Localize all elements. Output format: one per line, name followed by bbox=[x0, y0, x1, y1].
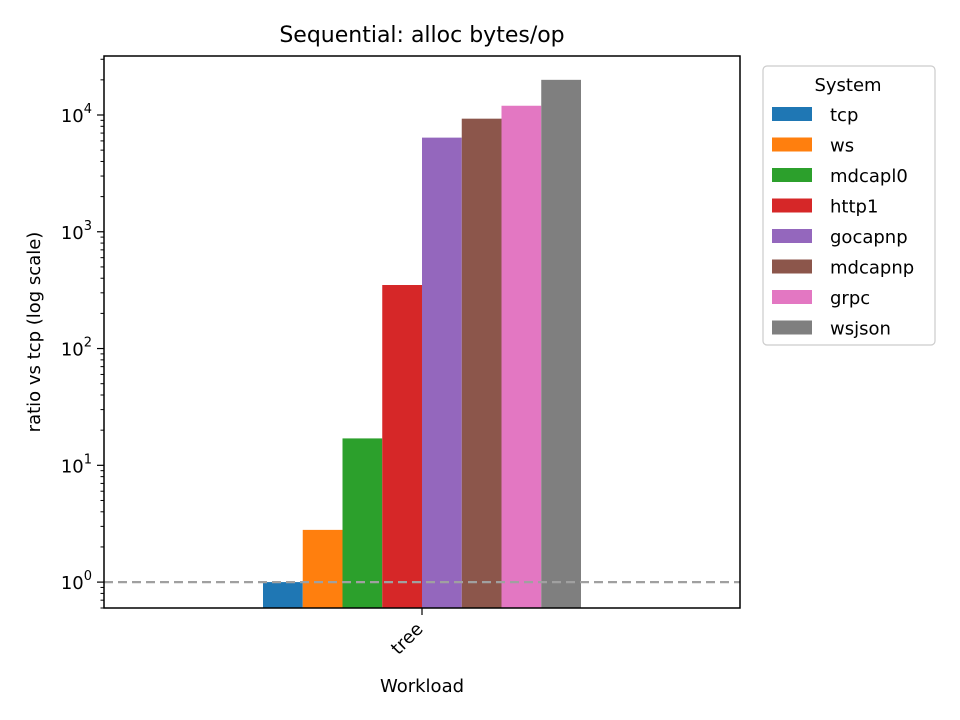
x-axis-label: Workload bbox=[380, 676, 464, 697]
legend: System tcp ws mdcapl0 http1 gocapnp mdcapnp gr… bbox=[762, 65, 936, 346]
legend-title: System bbox=[814, 75, 881, 96]
y-tick-base: 10 bbox=[61, 106, 84, 127]
legend-label-mdcapl0: mdcapl0 bbox=[830, 166, 908, 187]
legend-label-grpc: grpc bbox=[830, 288, 870, 309]
legend-swatch-mdcapl0 bbox=[772, 168, 812, 182]
legend-label-http1: http1 bbox=[830, 197, 878, 218]
legend-swatch-ws bbox=[772, 137, 812, 152]
legend-label-mdcapnp: mdcapnp bbox=[830, 258, 914, 279]
bar-http1 bbox=[382, 285, 422, 608]
legend-items: tcp ws mdcapl0 http1 gocapnp mdcapnp grpc wsjso… bbox=[772, 105, 914, 340]
legend-frame bbox=[762, 65, 936, 346]
y-tick-base: 10 bbox=[61, 223, 84, 244]
legend-swatch-mdcapnp bbox=[772, 259, 812, 274]
y-tick-exponent: 3 bbox=[84, 219, 92, 234]
y-tick-exponent: 0 bbox=[84, 569, 92, 584]
y-tick-label: 100 bbox=[61, 569, 92, 594]
legend-swatch-wsjson bbox=[772, 320, 812, 335]
legend-swatch-http1 bbox=[772, 198, 812, 213]
bar-mdcapl0 bbox=[342, 438, 383, 608]
bar-gocapnp bbox=[422, 137, 462, 608]
x-tick-label: tree bbox=[387, 619, 427, 659]
legend-label-wsjson: wsjson bbox=[830, 319, 891, 340]
legend-swatch-grpc bbox=[772, 290, 812, 304]
y-tick-exponent: 2 bbox=[84, 336, 92, 351]
y-tick-base: 10 bbox=[61, 456, 84, 477]
y-tick-base: 10 bbox=[61, 573, 84, 594]
x-axis: tree bbox=[387, 608, 428, 659]
chart-title: Sequential: alloc bytes/op bbox=[279, 23, 564, 48]
y-axis-label: ratio vs tcp (log scale) bbox=[24, 232, 45, 433]
bar-tcp bbox=[263, 582, 303, 608]
legend-swatch-tcp bbox=[772, 107, 812, 121]
bar-wsjson bbox=[541, 79, 581, 609]
bar-grpc bbox=[501, 105, 542, 609]
y-tick-label: 102 bbox=[61, 336, 92, 361]
y-tick-label: 103 bbox=[61, 219, 92, 244]
legend-swatch-gocapnp bbox=[772, 229, 812, 243]
y-tick-base: 10 bbox=[61, 340, 84, 361]
y-tick-label: 101 bbox=[61, 452, 92, 477]
bar-ws bbox=[302, 529, 343, 608]
bar-mdcapnp bbox=[461, 118, 502, 608]
y-tick-exponent: 4 bbox=[84, 102, 92, 117]
y-tick-exponent: 1 bbox=[84, 452, 92, 467]
bars bbox=[263, 79, 581, 609]
legend-label-gocapnp: gocapnp bbox=[830, 227, 908, 248]
legend-label-tcp: tcp bbox=[830, 105, 858, 126]
legend-label-ws: ws bbox=[830, 136, 854, 157]
y-tick-label: 104 bbox=[61, 102, 92, 127]
